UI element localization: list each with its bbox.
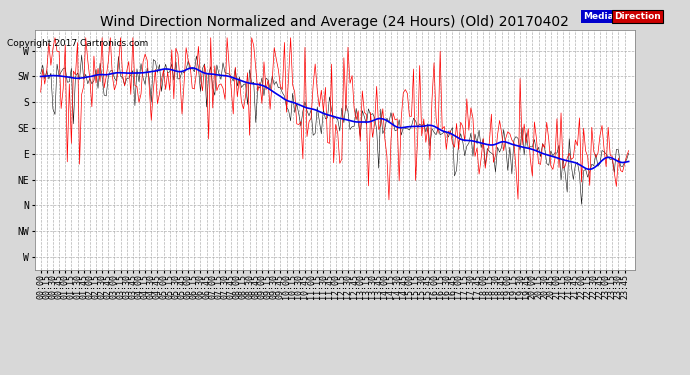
Text: Median: Median <box>583 12 620 21</box>
Text: Direction: Direction <box>614 12 661 21</box>
Text: Copyright 2017 Cartronics.com: Copyright 2017 Cartronics.com <box>7 39 148 48</box>
Title: Wind Direction Normalized and Average (24 Hours) (Old) 20170402: Wind Direction Normalized and Average (2… <box>100 15 569 29</box>
